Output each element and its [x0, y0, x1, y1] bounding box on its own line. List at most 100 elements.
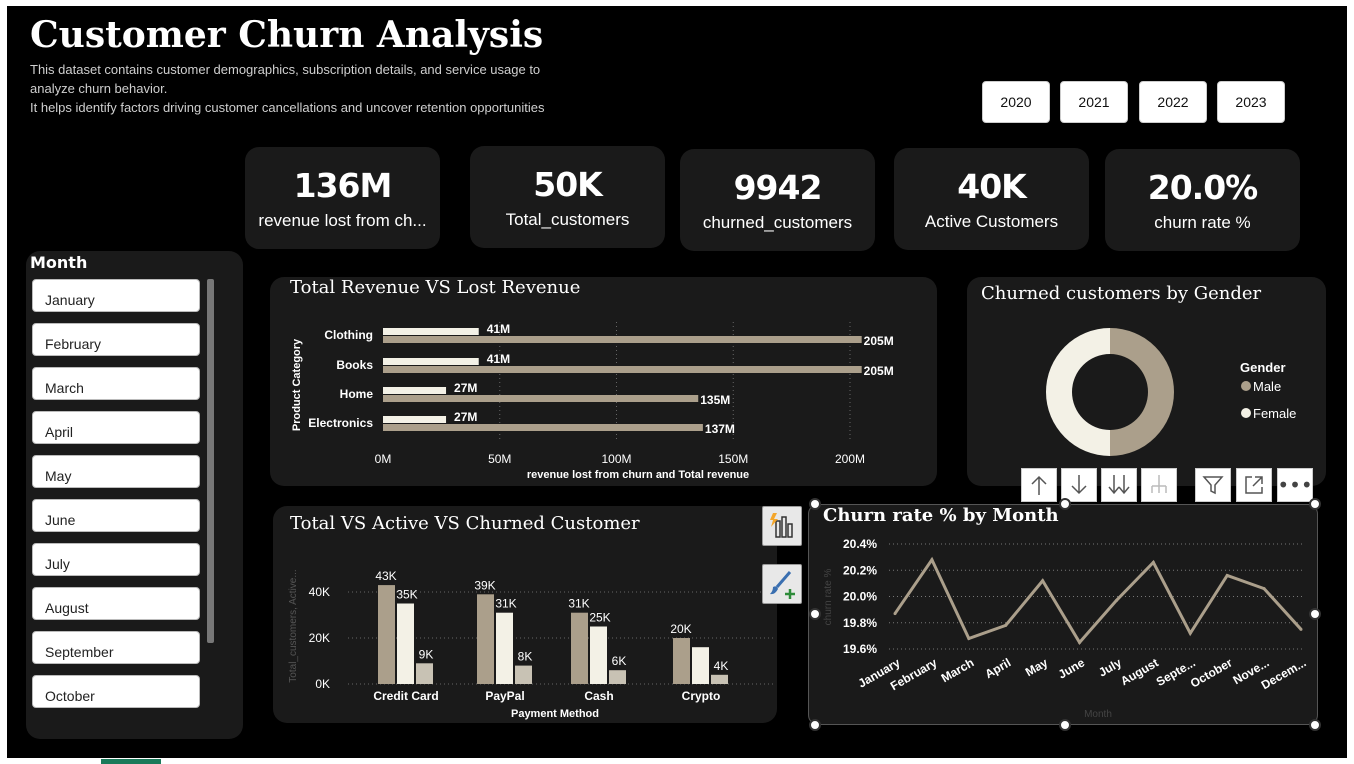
line-point	[930, 558, 934, 562]
line-point	[1225, 574, 1229, 577]
focus-mode-button[interactable]	[1236, 468, 1272, 502]
resize-handle-bottom-right[interactable]	[1309, 719, 1321, 731]
data-label: 205M	[864, 334, 894, 348]
line-point	[893, 612, 897, 616]
category-label: Books	[336, 358, 373, 372]
chart-title: Churned customers by Gender	[981, 283, 1262, 304]
data-label: 9K	[419, 647, 434, 661]
bar-lost-revenue	[383, 358, 479, 365]
month-item-january[interactable]: January	[32, 279, 200, 312]
year-button-2021[interactable]: 2021	[1060, 81, 1128, 123]
slicer-scrollbar[interactable]	[207, 279, 214, 643]
y-tick-label: 40K	[309, 585, 330, 599]
chart-title: Churn rate % by Month	[823, 505, 1059, 526]
x-tick-label: 150M	[718, 452, 748, 466]
data-label: 31K	[568, 597, 589, 611]
bar-lost-revenue	[383, 416, 447, 423]
data-label: 135M	[700, 393, 730, 407]
resize-handle-left[interactable]	[809, 608, 821, 620]
column-series-1	[673, 638, 690, 684]
x-tick-label: 100M	[601, 452, 631, 466]
chart-title: Total Revenue VS Lost Revenue	[290, 277, 581, 298]
customers-chart-panel[interactable]: Total VS Active VS Churned Customer 0K 20…	[273, 506, 777, 723]
more-options-icon: •••	[1277, 473, 1313, 497]
format-brush-button[interactable]	[762, 564, 802, 604]
resize-handle-bottom[interactable]	[1059, 719, 1071, 731]
smart-narrative-button[interactable]	[762, 506, 802, 546]
kpi-card-churned-customers[interactable]: 9942 churned_customers	[680, 149, 875, 251]
y-tick-label: 20.2%	[843, 563, 877, 577]
category-label: PayPal	[485, 689, 524, 703]
page-description: This dataset contains customer demograph…	[30, 62, 545, 115]
focus-mode-icon	[1245, 476, 1263, 494]
resize-handle-bottom-left[interactable]	[809, 719, 821, 731]
filter-button[interactable]	[1195, 468, 1231, 502]
y-tick-label: 20.0%	[843, 590, 877, 604]
x-tick-label: 0M	[375, 452, 392, 466]
line-point	[1188, 631, 1192, 635]
resize-handle-right[interactable]	[1309, 608, 1321, 620]
category-label: Clothing	[324, 328, 373, 342]
gender-chart-panel[interactable]: Churned customers by Gender Gender Male Fe…	[967, 277, 1326, 486]
category-label: Cash	[584, 689, 613, 703]
filter-icon	[1202, 476, 1224, 495]
resize-handle-top-right[interactable]	[1309, 498, 1321, 510]
next-level-button[interactable]	[1101, 468, 1137, 502]
legend-title: Gender	[1240, 360, 1286, 375]
line-point	[967, 637, 971, 640]
bar-total-revenue	[383, 424, 703, 431]
year-button-2020[interactable]: 2020	[982, 81, 1050, 123]
month-item-march[interactable]: March	[32, 367, 200, 400]
data-label: 8K	[518, 650, 533, 664]
page-tab-indicator[interactable]	[101, 759, 161, 764]
month-item-june[interactable]: June	[32, 499, 200, 532]
resize-handle-top-left[interactable]	[809, 498, 821, 510]
churn-rate-chart-panel[interactable]: Churn rate % by Month 19.6% 19.8% 20.0% 20.…	[808, 504, 1318, 725]
arrow-up-icon	[1031, 475, 1047, 495]
resize-handle-top[interactable]	[1059, 498, 1071, 510]
month-item-may[interactable]: May	[32, 455, 200, 488]
x-tick-label: 200M	[835, 452, 865, 466]
year-button-2022[interactable]: 2022	[1139, 81, 1207, 123]
data-label: 4K	[714, 659, 729, 673]
revenue-bar-chart: 0M 50M 100M 150M 200M revenue lost from churn…	[291, 322, 894, 481]
page-title: Customer Churn Analysis	[30, 14, 544, 56]
column-series-1	[378, 585, 395, 684]
x-tick-label: 50M	[488, 452, 511, 466]
donut-slice-male	[1110, 328, 1174, 456]
revenue-chart-panel[interactable]: Total Revenue VS Lost Revenue 0M 50M 100M 1…	[270, 277, 937, 486]
expand-hierarchy-button[interactable]	[1141, 468, 1177, 502]
bar-total-revenue	[383, 336, 862, 343]
month-item-february[interactable]: February	[32, 323, 200, 356]
kpi-card-churn-rate[interactable]: 20.0% churn rate %	[1105, 149, 1300, 251]
column-series-1	[477, 594, 494, 684]
y-axis-title: Product Category	[291, 338, 303, 431]
data-label: 43K	[375, 569, 396, 583]
arrow-down-icon	[1071, 475, 1087, 495]
drill-down-button[interactable]	[1061, 468, 1097, 502]
x-tick-label: March	[939, 655, 977, 685]
category-label: Crypto	[682, 689, 721, 703]
kpi-card-active-customers[interactable]: 40K Active Customers	[894, 148, 1089, 250]
kpi-card-revenue-lost[interactable]: 136M revenue lost from ch...	[245, 147, 440, 249]
month-item-july[interactable]: July	[32, 543, 200, 576]
customers-column-chart: 0K 20K 40K Total_customers, Active... Paymen…	[288, 569, 773, 720]
drill-up-button[interactable]	[1021, 468, 1057, 502]
year-button-2023[interactable]: 2023	[1217, 81, 1285, 123]
kpi-card-total-customers[interactable]: 50K Total_customers	[470, 146, 665, 248]
double-arrow-down-icon	[1108, 475, 1130, 495]
kpi-value: 20.0%	[1147, 167, 1258, 207]
month-item-october[interactable]: October	[32, 675, 200, 708]
month-item-september[interactable]: September	[32, 631, 200, 664]
month-item-april[interactable]: April	[32, 411, 200, 444]
chart-title: Total VS Active VS Churned Customer	[290, 513, 640, 534]
more-options-button[interactable]: •••	[1277, 468, 1313, 502]
data-label: 6K	[612, 654, 627, 668]
bar-total-revenue	[383, 395, 699, 402]
churn-rate-line	[893, 556, 1303, 645]
y-tick-label: 0K	[315, 677, 330, 691]
month-item-august[interactable]: August	[32, 587, 200, 620]
y-axis-title: Total_customers, Active...	[288, 569, 299, 682]
gender-donut-chart: Gender Male Female	[1046, 328, 1296, 456]
month-slicer-title: Month	[30, 253, 88, 272]
